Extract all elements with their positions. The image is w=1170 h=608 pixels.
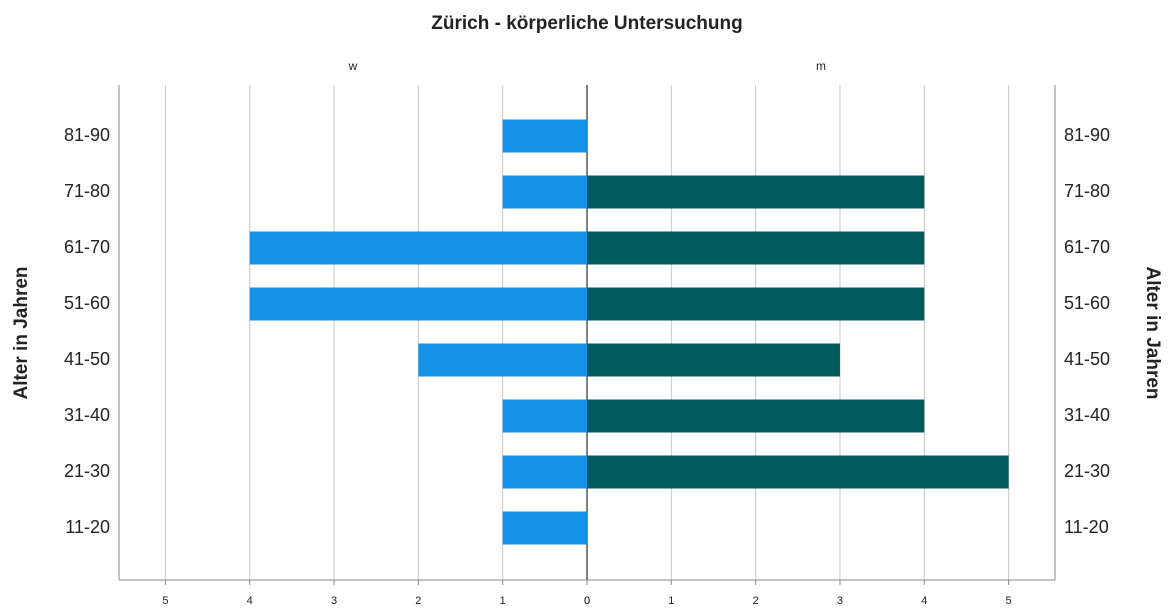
y-axis-title: Alter in Jahren (11, 266, 32, 399)
y-tick-label: 71-80 (1064, 181, 1110, 201)
x-tick-label: 2 (753, 595, 759, 607)
panel-title: m (816, 59, 826, 73)
x-tick-label: 5 (1006, 595, 1012, 607)
y-tick-label: 61-70 (1064, 237, 1110, 257)
x-tick-label: 2 (415, 595, 421, 607)
bar (418, 343, 587, 377)
y-tick-label: 21-30 (1064, 461, 1110, 481)
x-tick-label: 0 (584, 595, 590, 607)
y-axis-title: Alter in Jahren (1142, 266, 1163, 399)
bar (249, 231, 587, 265)
bar (502, 119, 587, 153)
y-tick-label: 11-20 (65, 517, 110, 537)
y-tick-label: 81-90 (64, 125, 110, 145)
y-tick-label: 71-80 (64, 181, 110, 201)
bar (502, 175, 587, 209)
bar (587, 287, 925, 321)
y-tick-label: 31-40 (64, 405, 110, 425)
x-tick-label: 5 (162, 595, 168, 607)
x-tick-label: 3 (331, 595, 337, 607)
y-tick-label: 51-60 (1064, 293, 1110, 313)
y-tick-label: 81-90 (1064, 125, 1110, 145)
chart-title: Zürich - körperliche Untersuchung (431, 13, 742, 34)
y-tick-label: 41-50 (64, 349, 110, 369)
y-tick-label: 31-40 (1064, 405, 1110, 425)
x-tick-label: 3 (837, 595, 843, 607)
bar (249, 287, 587, 321)
x-tick-label: 0 (584, 595, 590, 607)
x-tick-label: 4 (921, 595, 927, 607)
bar (502, 399, 587, 433)
x-tick-label: 4 (247, 595, 253, 607)
x-tick-label: 1 (668, 595, 674, 607)
bar (502, 511, 587, 545)
y-tick-label: 41-50 (1064, 349, 1110, 369)
bar (587, 399, 925, 433)
bar (587, 231, 925, 265)
x-tick-label: 1 (500, 595, 506, 607)
panel-title: w (348, 59, 358, 73)
y-tick-label: 21-30 (64, 461, 110, 481)
y-tick-label: 51-60 (64, 293, 110, 313)
y-tick-label: 11-20 (1064, 517, 1109, 537)
bar (587, 343, 840, 377)
bar (502, 455, 587, 489)
y-tick-label: 61-70 (64, 237, 110, 257)
bar (587, 455, 1009, 489)
bar (587, 175, 925, 209)
